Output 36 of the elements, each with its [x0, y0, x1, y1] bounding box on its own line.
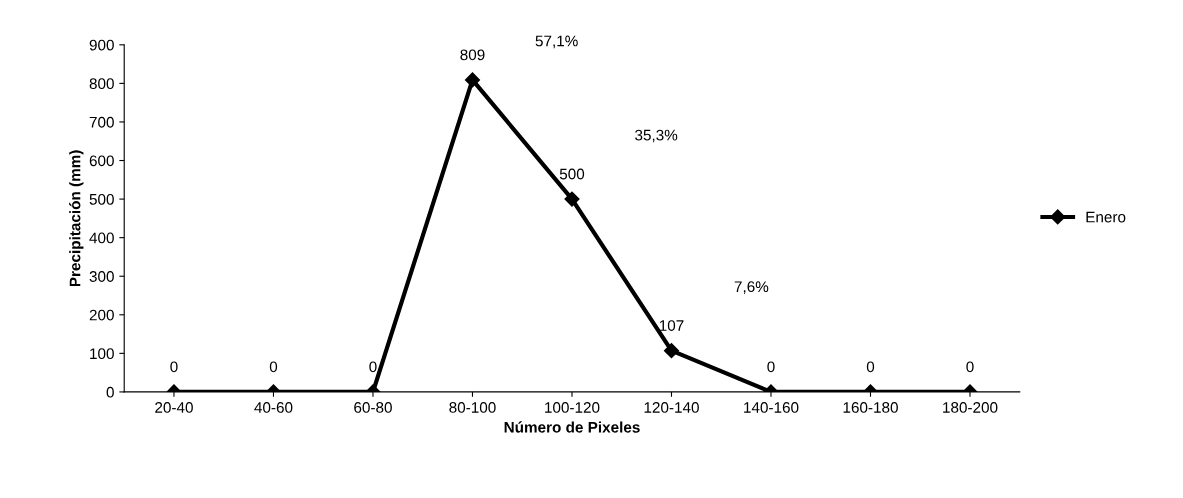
x-tick-label: 120-140: [644, 402, 699, 413]
annotation: 57,1%: [535, 35, 578, 49]
y-tick-label: 800: [89, 78, 114, 90]
x-tick-label: 160-180: [843, 402, 898, 413]
data-label: 107: [659, 320, 684, 331]
data-label: 0: [170, 361, 178, 373]
y-tick-label: 300: [89, 271, 114, 282]
point: [464, 72, 481, 88]
data-label: 809: [460, 49, 485, 61]
x-tick-label: 140-160: [744, 402, 799, 413]
y-tick-label: 700: [89, 116, 114, 128]
legend-label: Enero: [1086, 211, 1126, 223]
data-label: 0: [269, 361, 278, 373]
data-label: 0: [866, 361, 875, 373]
y-tick-label: 600: [89, 155, 114, 167]
annotation: 7,6%: [734, 281, 769, 294]
x-tick-label: 40-60: [254, 402, 293, 413]
y-tick-label: 200: [89, 309, 114, 321]
data-label: 0: [767, 361, 775, 373]
x-tick-label: 60-80: [354, 402, 392, 413]
x-tick-label: 20-40: [155, 402, 193, 413]
point: [564, 191, 580, 207]
y-tick-label: 0: [106, 386, 114, 398]
y-tick-label: 900: [89, 39, 114, 51]
x-tick-label: 180-200: [943, 402, 998, 413]
y-tick-label: 100: [90, 348, 114, 360]
y-tick-label: 500: [89, 193, 114, 205]
data-label: 0: [369, 361, 377, 373]
x-tick-label: 100-120: [545, 402, 600, 413]
annotation: 35,3%: [635, 129, 678, 143]
y-tick-label: 400: [89, 232, 114, 244]
y-axis-title: Precipitación (mm): [69, 150, 84, 287]
data-label: 500: [559, 168, 585, 180]
x-tick-label: 80-100: [449, 402, 496, 413]
x-axis-title: Número de Pixeles: [504, 421, 640, 433]
data-label: 0: [966, 361, 974, 373]
